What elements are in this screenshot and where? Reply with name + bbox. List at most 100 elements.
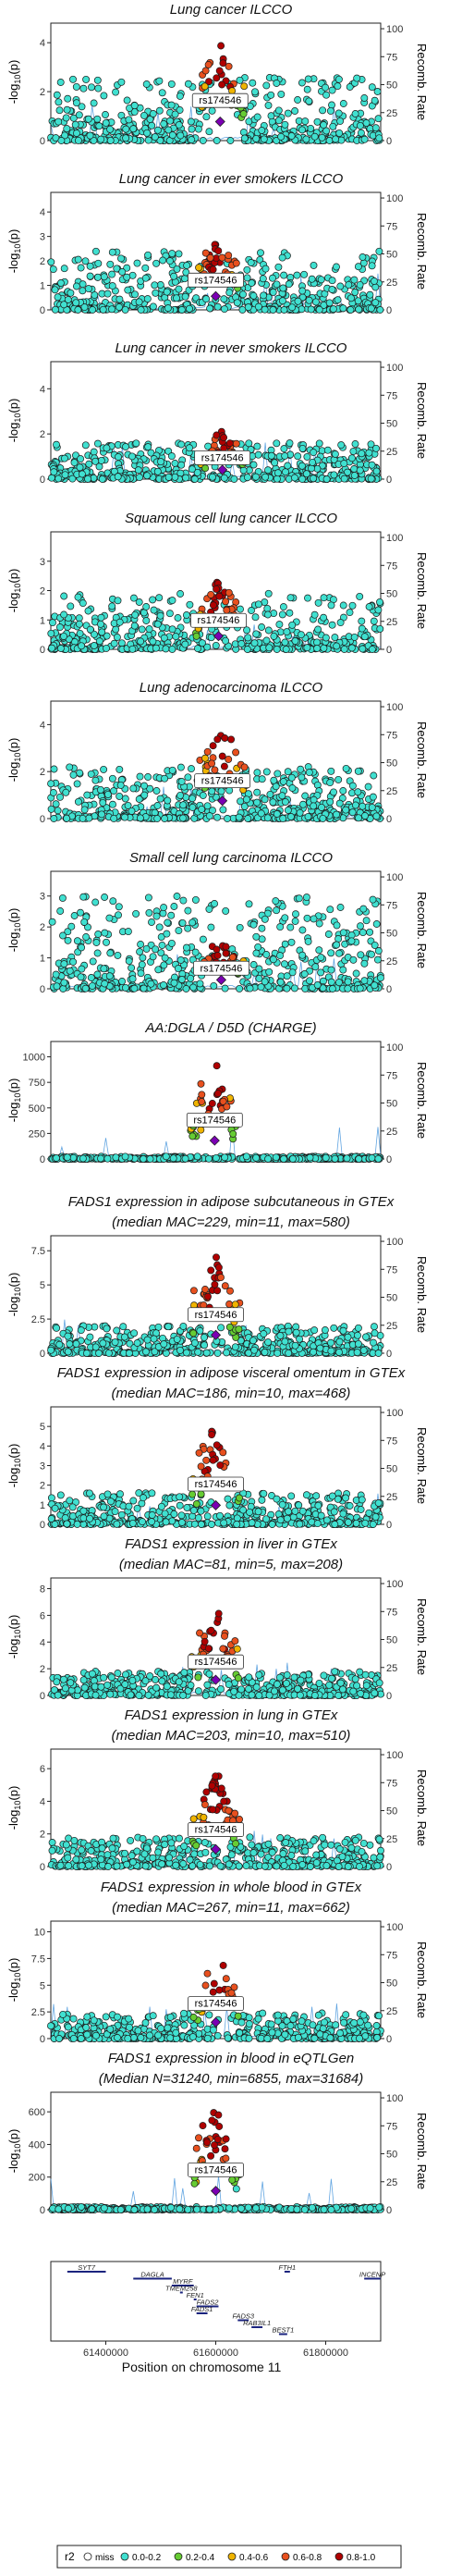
snp-point bbox=[73, 780, 81, 788]
snp-point bbox=[85, 1489, 93, 1498]
snp-point bbox=[344, 984, 352, 992]
snp-point bbox=[301, 117, 310, 126]
snp-point bbox=[273, 439, 281, 448]
snp-point bbox=[155, 923, 164, 931]
snp-point bbox=[189, 1507, 198, 1514]
snp-point bbox=[302, 135, 310, 143]
snp-point bbox=[86, 262, 94, 270]
snp-point bbox=[157, 949, 165, 957]
snp-point bbox=[226, 1287, 234, 1295]
snp-point bbox=[218, 253, 226, 262]
snp-point bbox=[196, 1326, 204, 1335]
snp-point bbox=[101, 929, 109, 937]
snp-point bbox=[315, 946, 323, 955]
snp-point bbox=[116, 1490, 124, 1498]
snp-point bbox=[298, 444, 307, 452]
snp-point bbox=[342, 764, 350, 772]
snp-point bbox=[262, 636, 271, 645]
snp-point bbox=[99, 1339, 107, 1348]
snp-point bbox=[97, 620, 104, 628]
snp-point bbox=[320, 613, 328, 622]
snp-point bbox=[304, 75, 312, 83]
snp-point bbox=[70, 459, 79, 467]
y2-axis-label: Recomb. Rate bbox=[415, 721, 429, 798]
snp-point bbox=[253, 798, 261, 807]
snp-point bbox=[273, 80, 281, 87]
snp-point bbox=[278, 297, 286, 305]
snp-point bbox=[47, 1515, 55, 1522]
snp-point bbox=[173, 893, 181, 900]
snp-point bbox=[70, 912, 79, 919]
snp-point bbox=[145, 625, 153, 634]
snp-point bbox=[59, 985, 67, 992]
snp-point bbox=[208, 759, 216, 768]
y2-tick-label: 25 bbox=[386, 277, 397, 289]
snp-point bbox=[318, 803, 325, 811]
lead-snp-marker bbox=[217, 795, 228, 807]
snp-point bbox=[343, 1154, 351, 1163]
snp-point bbox=[334, 75, 343, 83]
snp-point bbox=[310, 610, 319, 619]
snp-point bbox=[328, 86, 336, 94]
snp-point bbox=[153, 126, 162, 134]
snp-point bbox=[294, 452, 302, 461]
snp-point bbox=[201, 464, 210, 473]
snp-point bbox=[298, 126, 306, 134]
snp-point bbox=[218, 752, 226, 760]
snp-point bbox=[335, 1349, 343, 1356]
snp-point bbox=[215, 592, 224, 600]
snp-point bbox=[355, 305, 363, 314]
snp-point bbox=[94, 931, 103, 938]
snp-point bbox=[64, 296, 72, 303]
snp-point bbox=[265, 644, 274, 652]
snp-point bbox=[144, 136, 152, 144]
snp-point bbox=[189, 1329, 198, 1337]
snp-point bbox=[239, 110, 248, 118]
snp-point bbox=[63, 105, 71, 114]
snp-point bbox=[121, 305, 129, 314]
snp-point bbox=[262, 81, 271, 90]
snp-point bbox=[251, 473, 260, 481]
snp-point bbox=[339, 966, 347, 974]
snp-point bbox=[371, 1329, 379, 1337]
snp-point bbox=[280, 960, 288, 968]
snp-point bbox=[268, 1521, 276, 1528]
snp-point bbox=[135, 1489, 143, 1498]
snp-point bbox=[313, 117, 322, 126]
snp-point bbox=[289, 1513, 298, 1522]
y-tick-label: 2 bbox=[40, 87, 45, 98]
snp-point bbox=[211, 900, 219, 907]
snp-point bbox=[183, 262, 191, 269]
snp-point bbox=[135, 795, 143, 803]
y2-tick-label: 100 bbox=[386, 702, 403, 713]
snp-point bbox=[315, 305, 323, 314]
snp-point bbox=[63, 1520, 71, 1528]
snp-point bbox=[284, 807, 292, 814]
snp-point bbox=[52, 800, 60, 808]
y-tick-label: 3 bbox=[40, 232, 45, 243]
snp-point bbox=[140, 111, 148, 119]
snp-point bbox=[219, 1448, 227, 1457]
snp-point bbox=[103, 290, 112, 298]
snp-point bbox=[144, 443, 152, 451]
snp-point bbox=[331, 450, 339, 458]
y2-tick-label: 75 bbox=[386, 390, 397, 401]
snp-point bbox=[72, 82, 80, 91]
snp-point bbox=[360, 633, 369, 641]
snp-point bbox=[370, 617, 378, 625]
snp-point bbox=[143, 129, 152, 137]
snp-point bbox=[106, 136, 115, 144]
snp-point bbox=[342, 1494, 350, 1502]
snp-point bbox=[260, 135, 268, 143]
y2-tick-label: 50 bbox=[386, 1293, 397, 1304]
snp-point bbox=[186, 444, 193, 452]
snp-point bbox=[176, 106, 184, 114]
snp-point bbox=[232, 439, 240, 448]
snp-point bbox=[309, 458, 317, 466]
snp-point bbox=[190, 1338, 199, 1347]
lead-snp-label: rs174546 bbox=[195, 1479, 237, 1490]
snp-point bbox=[225, 588, 233, 597]
snp-point bbox=[295, 894, 303, 903]
snp-point bbox=[144, 894, 152, 902]
